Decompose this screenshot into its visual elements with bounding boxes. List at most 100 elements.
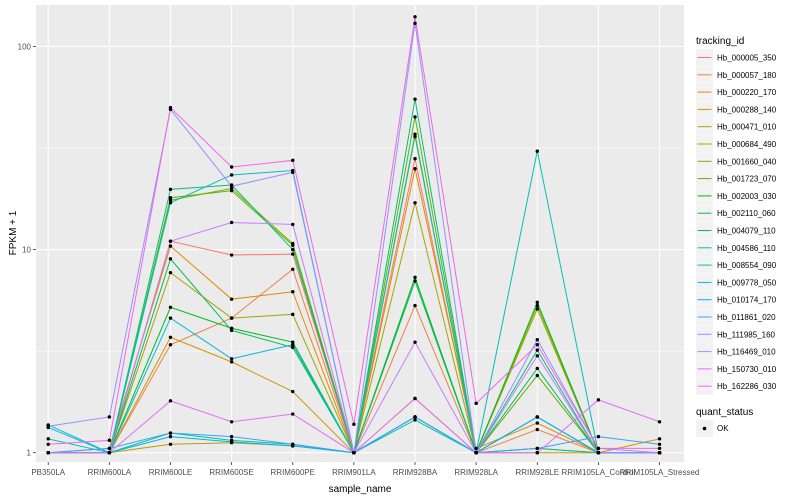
data-point: [291, 312, 295, 317]
data-point: [413, 167, 417, 171]
data-point: [229, 165, 234, 169]
data-point: [352, 422, 356, 426]
y-tick-label: 1: [27, 449, 32, 458]
legend-label: Hb_116469_010: [717, 348, 776, 357]
data-point: [291, 267, 295, 271]
x-axis-ticks: PB350LA RRIM600LA RRIM600LE RRIM600SE RRIM60…: [31, 462, 699, 477]
legend-label: Hb_004586_110: [717, 244, 776, 253]
data-point: [596, 434, 601, 439]
data-point: [413, 115, 417, 119]
data-point: [474, 451, 478, 455]
data-point: [413, 134, 417, 139]
data-point: [229, 297, 234, 301]
data-point: [535, 149, 539, 153]
data-point: [413, 279, 417, 283]
legend-label: Hb_002003_030: [717, 192, 777, 201]
data-point: [535, 415, 539, 419]
legend-label: Hb_002110_060: [717, 209, 776, 218]
data-point: [168, 105, 173, 110]
x-tick-label: RRIM105LA_Stressed: [620, 468, 700, 477]
data-point: [229, 357, 234, 361]
data-point: [535, 300, 539, 305]
data-point: [291, 290, 295, 294]
data-point: [413, 340, 417, 344]
data-point: [229, 328, 234, 333]
x-tick-label: RRIM600LE: [149, 468, 193, 477]
y-axis-title: FPKM + 1: [8, 210, 19, 255]
data-point: [229, 173, 234, 177]
data-point: [474, 446, 478, 451]
data-point: [291, 252, 295, 256]
data-point: [474, 401, 478, 406]
y-tick-label: 100: [18, 42, 32, 51]
data-point: [535, 366, 539, 371]
legend-label: Hb_000005_350: [717, 54, 777, 63]
data-point: [291, 222, 295, 227]
data-point: [535, 421, 539, 425]
data-point: [413, 275, 417, 280]
data-point: [229, 188, 234, 193]
data-point: [413, 15, 417, 19]
legend-label: Hb_001660_040: [717, 157, 777, 166]
legend-label: Hb_001723_070: [717, 175, 777, 184]
legend-label: Hb_000220_170: [717, 88, 777, 97]
data-point: [596, 446, 601, 451]
data-point: [46, 442, 50, 446]
x-tick-label: PB350LA: [31, 468, 65, 477]
legend-label: Hb_162286_030: [717, 382, 777, 391]
legend-label: Hb_000684_490: [717, 140, 777, 149]
x-tick-label: RRIM600PE: [271, 468, 315, 477]
data-point: [229, 360, 234, 364]
data-point: [168, 257, 173, 261]
data-point: [291, 343, 295, 347]
x-tick-label: RRIM928LA: [454, 468, 498, 477]
data-point: [291, 247, 295, 252]
data-point: [291, 345, 295, 350]
points-legend-title: quant_status: [696, 407, 753, 418]
data-point: [413, 418, 417, 422]
data-point: [535, 446, 539, 451]
data-point: [168, 343, 173, 347]
data-point: [657, 420, 662, 424]
data-point: [535, 451, 539, 455]
data-point: [168, 196, 173, 200]
y-axis-ticks: 1 10 100: [18, 42, 36, 458]
data-point: [291, 442, 295, 446]
data-point: [535, 348, 539, 352]
legend-label: Hb_010174_170: [717, 296, 777, 305]
data-point: [229, 253, 234, 257]
legend-label: Hb_111985_160: [717, 330, 776, 339]
data-point: [168, 270, 173, 275]
data-point: [291, 243, 295, 247]
data-point: [168, 201, 173, 205]
data-point: [107, 415, 112, 419]
data-point: [413, 21, 417, 26]
data-point: [291, 412, 295, 416]
data-point: [168, 187, 173, 192]
data-point: [168, 244, 173, 248]
data-point: [46, 437, 50, 441]
data-point: [535, 373, 539, 378]
legend-label: Hb_009778_050: [717, 278, 777, 287]
legend: Hb_000005_350 Hb_000057_180 Hb_000220_170 H…: [696, 49, 777, 395]
data-point: [596, 451, 601, 455]
data-point: [168, 239, 173, 243]
data-point: [107, 451, 112, 455]
legend-label: Hb_000471_010: [717, 123, 777, 132]
data-point: [413, 415, 417, 419]
data-point: [535, 303, 539, 308]
data-point: [535, 338, 539, 342]
data-point: [657, 442, 662, 446]
data-point: [657, 451, 662, 455]
data-point: [168, 305, 173, 309]
x-tick-label: RRIM105LA_Control: [562, 468, 636, 477]
data-point: [229, 220, 234, 225]
y-tick-label: 10: [22, 246, 31, 255]
legend-label: Hb_000288_140: [717, 105, 777, 114]
data-point: [413, 97, 417, 101]
data-point: [657, 446, 662, 451]
data-point: [413, 201, 417, 205]
x-tick-label: RRIM901LA: [332, 468, 376, 477]
legend-label: Hb_000057_180: [717, 71, 777, 80]
